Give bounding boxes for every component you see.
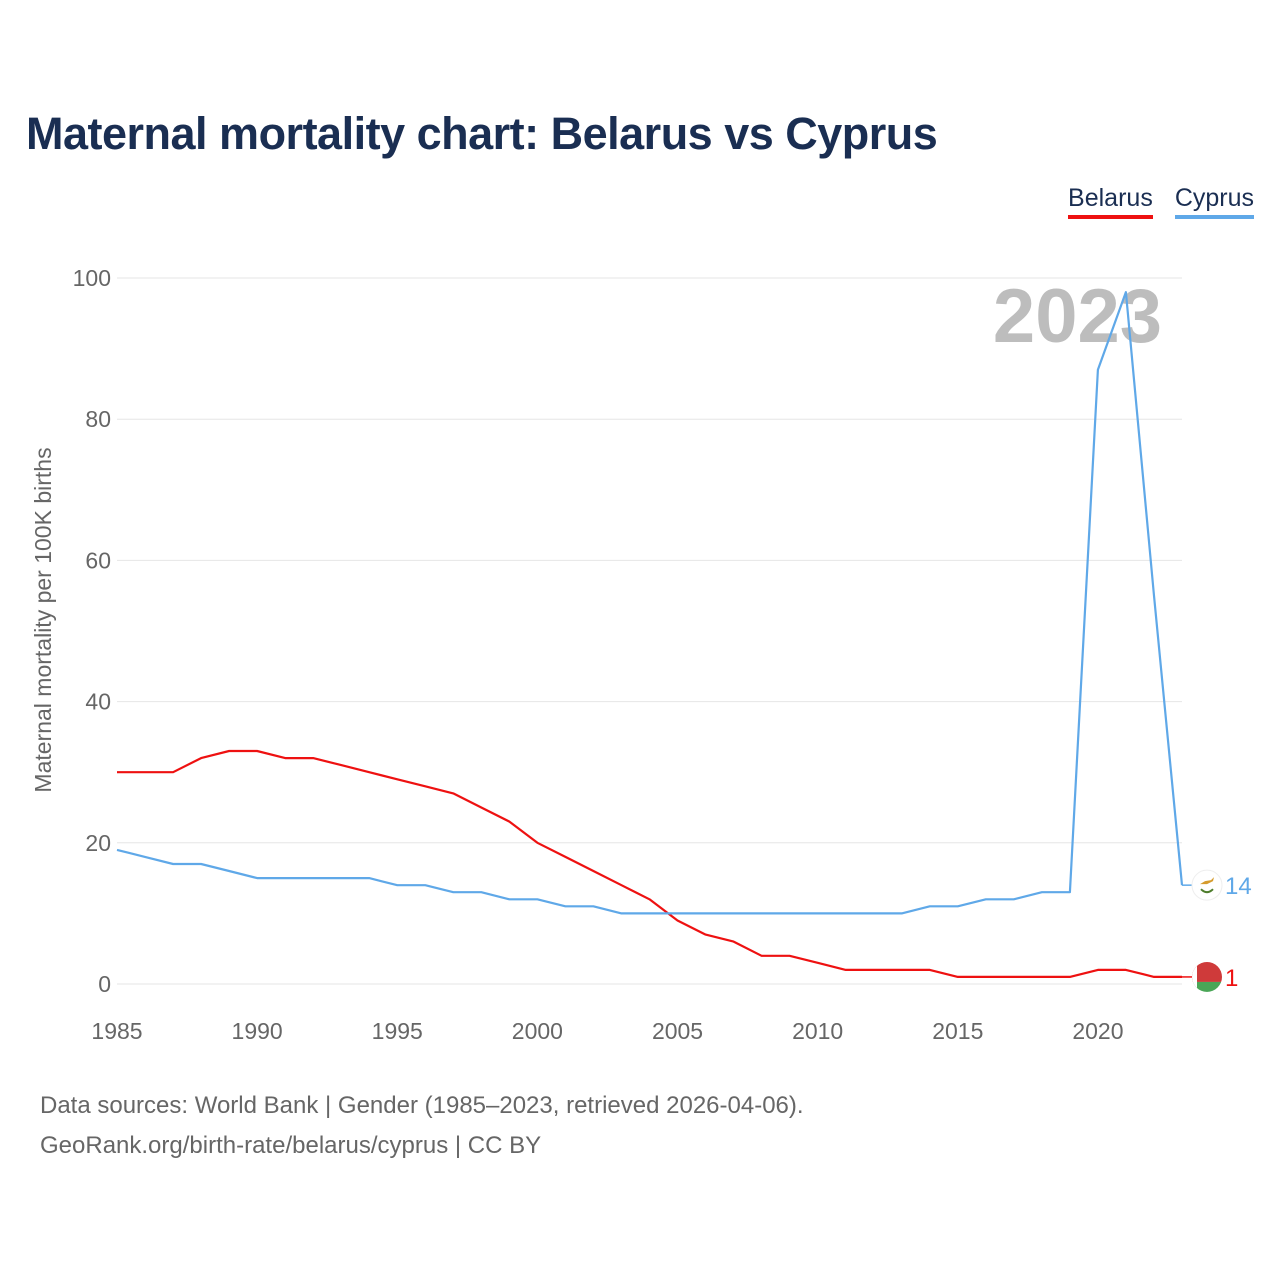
legend-item-belarus[interactable]: Belarus — [1068, 184, 1153, 219]
y-axis-ticks: 0 20 40 60 80 100 — [73, 265, 111, 997]
y-tick-label: 20 — [85, 830, 111, 856]
y-tick-label: 100 — [73, 265, 111, 291]
chart-legend: Belarus Cyprus — [1068, 184, 1254, 219]
x-tick-label: 2015 — [932, 1018, 983, 1044]
series-end-markers: 1 14 — [1182, 869, 1252, 992]
y-tick-label: 0 — [98, 971, 111, 997]
page-title: Maternal mortality chart: Belarus vs Cyp… — [26, 108, 938, 159]
source-note: Data sources: World Bank | Gender (1985–… — [40, 1086, 804, 1166]
current-year-label: 2023 — [993, 274, 1162, 359]
series-lines — [116, 291, 1184, 979]
x-tick-label: 2000 — [512, 1018, 563, 1044]
source-line-2: GeoRank.org/birth-rate/belarus/cyprus | … — [40, 1132, 542, 1159]
series-line-cyprus — [116, 291, 1184, 915]
source-line-1: Data sources: World Bank | Gender (1985–… — [40, 1092, 804, 1119]
series-end-value-cyprus: 14 — [1225, 873, 1252, 900]
x-tick-label: 1985 — [91, 1018, 142, 1044]
x-axis-ticks: 1985 1990 1995 2000 2005 2010 2015 2020 — [91, 1018, 1123, 1044]
series-end-value-belarus: 1 — [1225, 965, 1238, 992]
x-tick-label: 1995 — [372, 1018, 423, 1044]
x-tick-label: 2005 — [652, 1018, 703, 1044]
y-tick-label: 80 — [85, 406, 111, 432]
legend-item-cyprus[interactable]: Cyprus — [1174, 184, 1254, 219]
y-axis-title: Maternal mortality per 100K births — [30, 447, 56, 792]
y-tick-label: 40 — [85, 689, 111, 715]
grid-lines — [117, 277, 1182, 985]
y-tick-label: 60 — [85, 547, 111, 573]
x-tick-label: 2020 — [1072, 1018, 1123, 1044]
x-tick-label: 1990 — [232, 1018, 283, 1044]
x-tick-label: 2010 — [792, 1018, 843, 1044]
series-line-belarus — [117, 749, 1182, 979]
cyprus-flag-icon — [1191, 869, 1223, 901]
belarus-flag-icon — [1192, 961, 1222, 992]
